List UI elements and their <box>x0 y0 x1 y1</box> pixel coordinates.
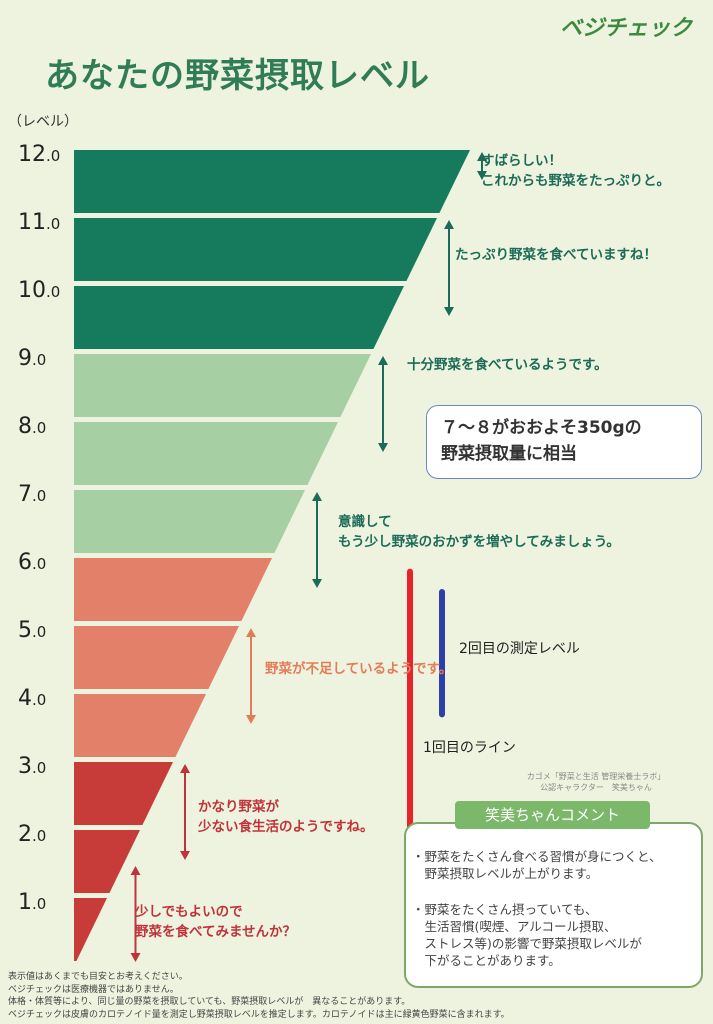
y-tick-label: 3.0 <box>18 754 46 779</box>
level-band-4 <box>74 422 338 485</box>
character-credit: カゴメ「野菜と生活 管理栄養士ラボ」 公認キャラクター 笑美ちゃん <box>506 771 686 793</box>
level-band-9 <box>74 762 173 825</box>
range-arrow-4 <box>246 628 256 724</box>
range-arrow-1 <box>444 220 454 316</box>
message-line: 少ない食生活のようですね。 <box>198 819 374 835</box>
level-band-11 <box>74 898 107 961</box>
message-level-7: 意識して もう少し野菜のおかずを増やしてみましょう。 <box>338 512 620 552</box>
y-tick-label: 9.0 <box>18 346 46 371</box>
level-band-10 <box>74 830 140 893</box>
footer-notes: 表示値はあくまでも目安とお考えください。 ベジチェックは医療機器ではありません。… <box>8 971 708 1021</box>
level-band-6 <box>74 558 272 621</box>
comment-line: ストレス等)の影響で野菜摂取レベルが <box>412 936 642 951</box>
y-tick-label: 12.0 <box>18 142 60 167</box>
comment-bullet-1: ・野菜をたくさん食べる習慣が身につくと、 野菜摂取レベルが上がります。 <box>412 848 697 882</box>
range-arrow-3 <box>312 492 322 588</box>
message-level-10: たっぷり野菜を食べていますね！ <box>455 247 657 263</box>
level-band-8 <box>74 694 206 757</box>
message-line: 意識して <box>338 514 392 530</box>
comment-line: 野菜摂取レベルが上がります。 <box>412 866 599 881</box>
info-box: ７～８がおおよそ350gの 野菜摂取量に相当 <box>426 405 702 479</box>
footer-line: ベジチェックは医療機器ではありません。 <box>8 984 179 995</box>
comment-bullet-2: ・野菜をたくさん摂っていても、 生活習慣(喫煙、アルコール摂取、 ストレス等)の… <box>412 901 697 969</box>
first-line-label: 1回目のライン <box>423 740 516 756</box>
message-level-3: かなり野菜が 少ない食生活のようですね。 <box>198 797 374 837</box>
message-level-1: 少しでもよいので 野菜を食べてみませんか？ <box>135 902 296 942</box>
footer-line: 表示値はあくまでも目安とお考えください。 <box>8 972 188 982</box>
vegecheck-logo: ベジチェック <box>560 16 693 41</box>
y-tick-label: 8.0 <box>18 414 46 439</box>
info-box-line: 野菜摂取量に相当 <box>441 444 577 464</box>
y-tick-label: 4.0 <box>18 686 46 711</box>
range-arrow-2 <box>378 356 388 452</box>
level-band-7 <box>74 626 239 689</box>
comment-box <box>404 822 703 988</box>
message-line: 少しでもよいので <box>135 904 243 920</box>
y-tick-label: 11.0 <box>18 210 60 235</box>
info-box-line: ７～８がおおよそ350gの <box>441 418 642 438</box>
comment-line: 下がることがあります。 <box>412 953 561 968</box>
message-line: かなり野菜が <box>198 799 279 815</box>
y-tick-label: 5.0 <box>18 618 46 643</box>
page-title: あなたの野菜摂取レベル <box>45 56 430 96</box>
comment-line: ・野菜をたくさん食べる習慣が身につくと、 <box>412 849 662 864</box>
y-tick-label: 1.0 <box>18 890 46 915</box>
message-line: これからも野菜をたっぷりと。 <box>481 173 670 189</box>
y-axis-unit: （レベル） <box>8 114 78 130</box>
range-arrow-6 <box>130 866 141 962</box>
comment-line: 生活習慣(喫煙、アルコール摂取、 <box>412 919 617 934</box>
message-line: すばらしい！ <box>481 153 562 169</box>
range-arrow-0 <box>477 152 487 180</box>
level-band-1 <box>74 218 437 281</box>
level-band-3 <box>74 354 371 417</box>
comment-title: 笑美ちゃんコメント <box>455 801 650 829</box>
y-tick-label: 10.0 <box>18 278 60 303</box>
level-band-5 <box>74 490 305 553</box>
second-measurement-label: 2回目の測定レベル <box>459 641 580 657</box>
message-level-12: すばらしい！ これからも野菜をたっぷりと。 <box>481 151 670 191</box>
y-tick-label: 7.0 <box>18 482 46 507</box>
range-arrow-5 <box>180 764 190 860</box>
footer-line: 体格・体質等により、同じ量の野菜を摂取していても、野菜摂取レベルが 異なることが… <box>8 997 411 1007</box>
level-band-2 <box>74 286 404 349</box>
credit-line: カゴメ「野菜と生活 管理栄養士ラボ」 <box>526 772 666 781</box>
level-band-0 <box>74 150 470 213</box>
footer-line: ベジチェックは皮膚のカロテノイド量を測定し野菜摂取レベルを推定します。カロテノイ… <box>8 1009 510 1020</box>
message-level-9: 十分野菜を食べているようです。 <box>407 357 608 373</box>
y-tick-label: 2.0 <box>18 822 46 847</box>
message-line: もう少し野菜のおかずを増やしてみましょう。 <box>338 534 620 550</box>
message-level-5: 野菜が不足しているようです。 <box>265 661 453 677</box>
message-line: 野菜を食べてみませんか？ <box>135 924 297 940</box>
comment-line: ・野菜をたくさん摂っていても、 <box>412 902 598 917</box>
y-tick-label: 6.0 <box>18 550 46 575</box>
credit-line: 公認キャラクター 笑美ちゃん <box>540 783 652 792</box>
